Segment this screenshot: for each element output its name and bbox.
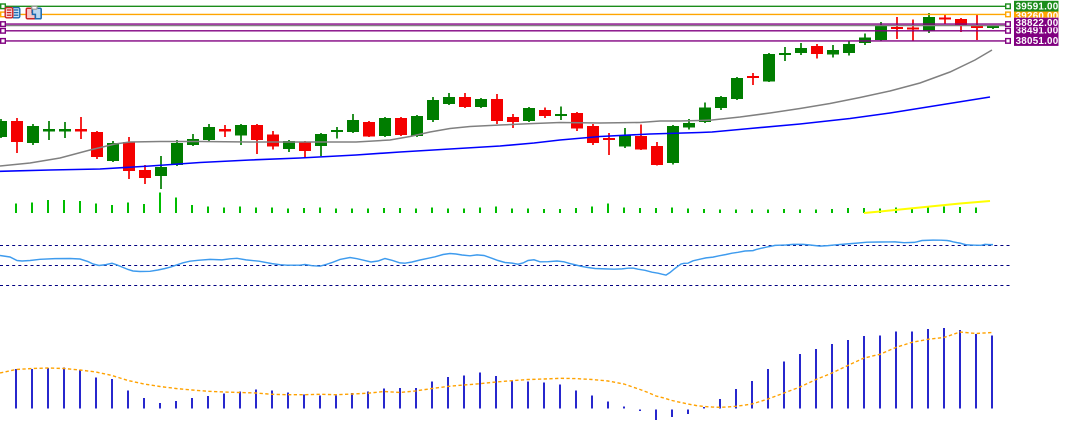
svg-text:38051.00: 38051.00 <box>1016 36 1059 47</box>
svg-text:39591.00: 39591.00 <box>1016 2 1059 13</box>
svg-text:38822.00: 38822.00 <box>1016 18 1059 29</box>
svg-text:38491.00: 38491.00 <box>1016 26 1059 37</box>
svg-text:39260.00: 39260.00 <box>1016 11 1059 22</box>
